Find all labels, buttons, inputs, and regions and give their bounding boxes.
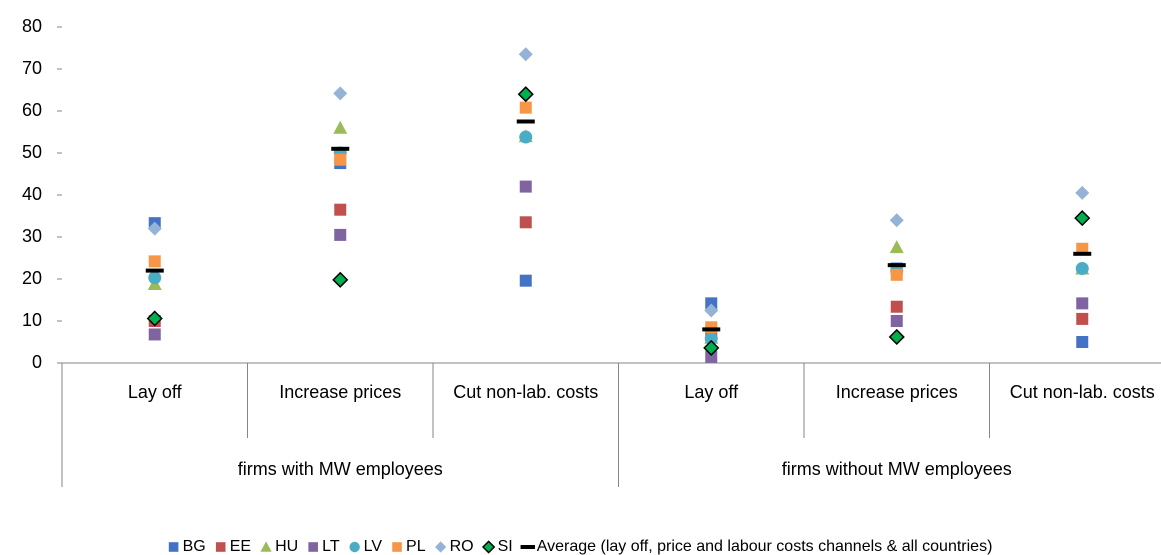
legend-label: HU: [275, 538, 298, 555]
y-tick-label: 40: [22, 184, 42, 204]
marker: [705, 350, 718, 363]
marker: [148, 271, 162, 285]
marker: [516, 119, 535, 124]
legend-label: RO: [450, 538, 474, 555]
legend-label: EE: [230, 538, 251, 555]
marker: [331, 146, 350, 151]
marker: [148, 255, 161, 268]
marker: [889, 240, 904, 254]
y-tick-label: 10: [22, 310, 42, 330]
marker: [215, 542, 226, 552]
y-tick-label: 70: [22, 58, 42, 78]
legend-label: PL: [406, 538, 426, 555]
legend-item: Average (lay off, price and labour costs…: [520, 538, 993, 555]
legend-item: LV: [349, 538, 382, 555]
marker: [1076, 312, 1089, 325]
marker: [888, 328, 905, 346]
marker: [519, 274, 532, 287]
marker: [702, 327, 721, 332]
marker: [519, 216, 532, 229]
marker: [517, 86, 534, 103]
y-tick-label: 0: [32, 352, 42, 372]
marker: [890, 268, 903, 281]
marker: [1075, 185, 1090, 200]
marker: [703, 339, 720, 356]
marker: [349, 541, 360, 553]
x-tick-label: Increase prices: [836, 382, 958, 402]
marker: [260, 541, 272, 552]
marker: [334, 153, 347, 166]
marker: [435, 541, 447, 553]
marker: [147, 221, 162, 236]
x-tick-label: Increase prices: [279, 382, 401, 402]
legend-label: Average (lay off, price and labour costs…: [537, 538, 993, 555]
marker: [520, 545, 535, 549]
legend-item: SI: [481, 538, 513, 555]
group-label: firms without MW employees: [782, 459, 1012, 479]
legend-label: LV: [364, 538, 383, 555]
marker: [334, 228, 347, 241]
legend-item: HU: [260, 538, 298, 555]
marker: [518, 47, 533, 62]
marker: [519, 180, 532, 193]
legend-item: LT: [308, 538, 340, 555]
marker: [1076, 336, 1089, 348]
legend-item: BG: [168, 538, 206, 555]
marker: [1076, 297, 1089, 310]
marker: [890, 315, 903, 327]
marker: [519, 101, 532, 114]
marker: [481, 540, 496, 554]
y-tick-label: 50: [22, 142, 42, 162]
marker: [392, 542, 402, 552]
legend-label: LT: [322, 538, 340, 555]
marker: [333, 86, 348, 101]
y-tick-label: 60: [22, 100, 42, 120]
marker: [1076, 242, 1089, 255]
legend-label: SI: [498, 538, 513, 555]
marker: [146, 310, 163, 327]
marker: [889, 213, 904, 228]
y-tick-label: 80: [22, 16, 42, 36]
marker: [890, 300, 903, 313]
x-tick-label: Lay off: [684, 382, 739, 402]
marker: [332, 271, 349, 288]
y-tick-label: 30: [22, 226, 42, 246]
x-tick-label: Cut non-lab. costs: [453, 382, 598, 402]
marker: [519, 130, 533, 144]
marker: [1074, 210, 1091, 227]
marker: [308, 542, 318, 552]
marker: [333, 120, 348, 134]
legend-label: BG: [183, 538, 206, 555]
marker: [705, 321, 718, 334]
marker: [1075, 262, 1089, 275]
marker: [704, 303, 719, 318]
legend: BG EE HU LT LV PL RO SI Average (lay off, price …: [168, 538, 993, 555]
x-tick-label: Cut non-lab. costs: [1010, 382, 1155, 402]
marker: [145, 268, 164, 273]
marker: [334, 203, 347, 216]
x-tick-label: Lay off: [128, 382, 183, 402]
marker: [168, 542, 179, 552]
legend-item: RO: [435, 538, 474, 555]
legend-item: EE: [215, 538, 251, 555]
group-label: firms with MW employees: [238, 459, 443, 479]
marker: [887, 263, 906, 268]
marker: [148, 328, 161, 341]
y-tick-label: 20: [22, 268, 42, 288]
marker: [1073, 251, 1092, 256]
legend-item: PL: [392, 538, 426, 555]
marker: [705, 297, 718, 310]
marker: [704, 332, 718, 346]
